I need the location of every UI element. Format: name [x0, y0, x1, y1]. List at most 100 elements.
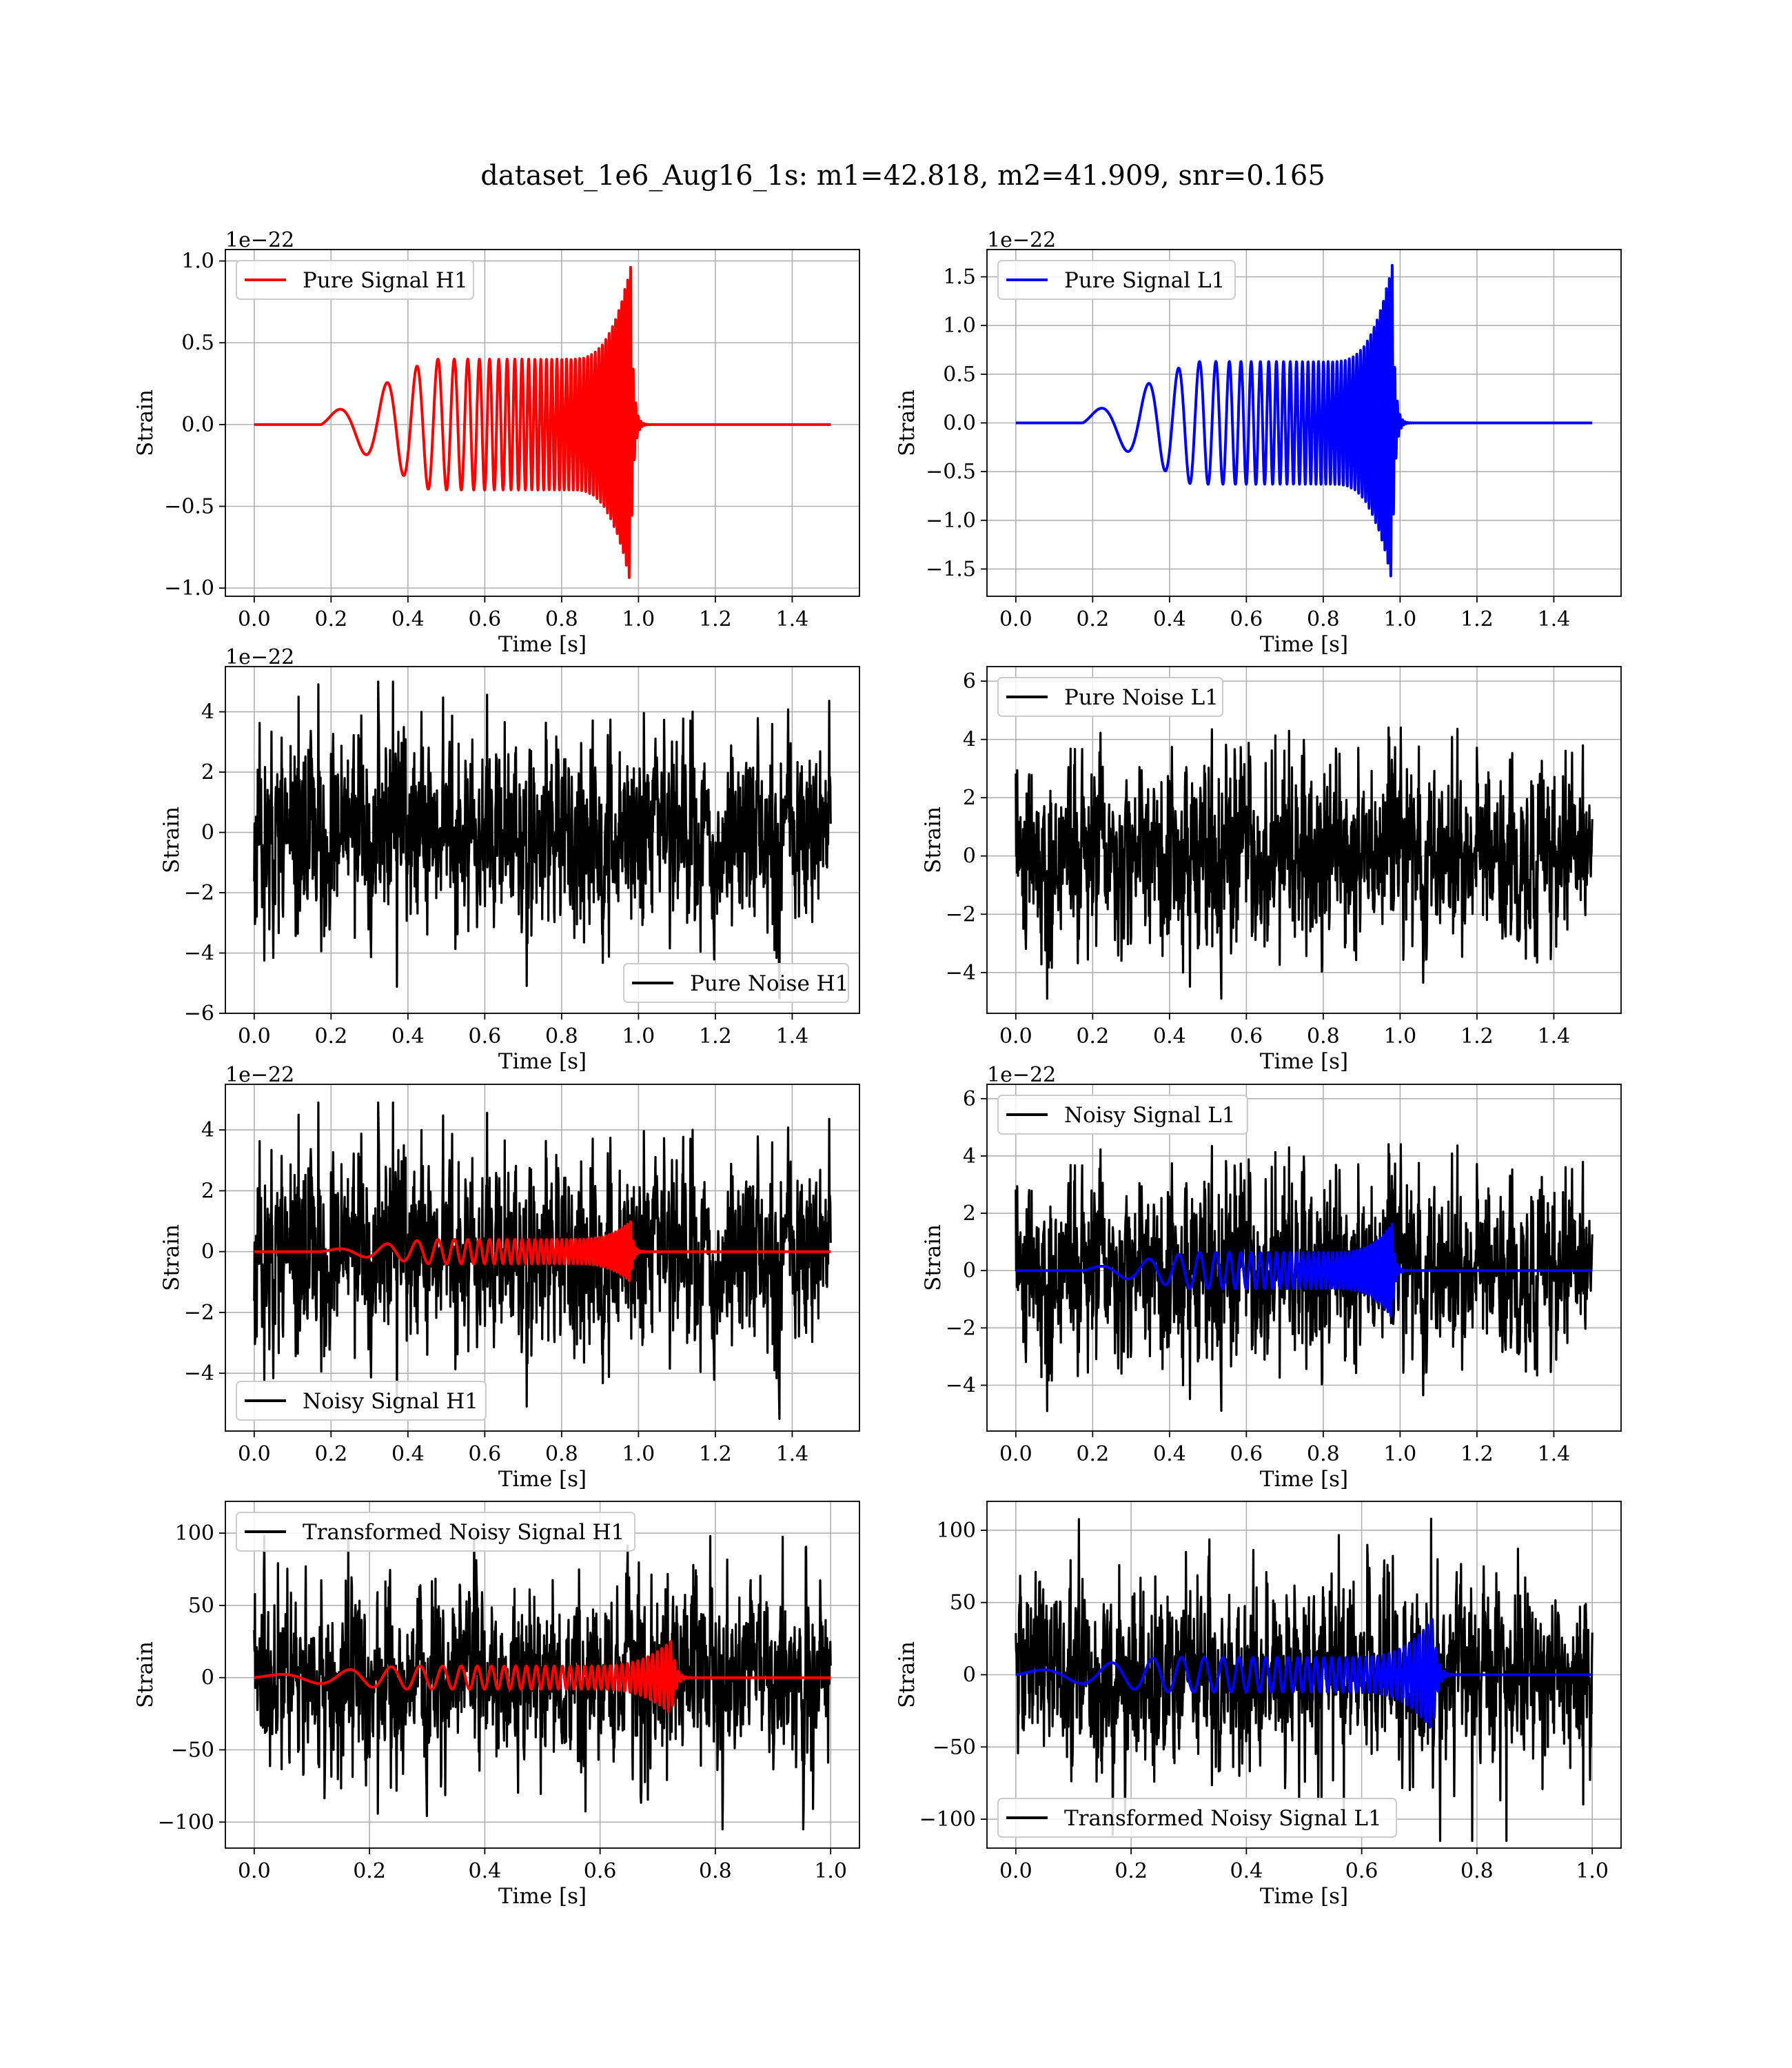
x-tick-label: 0.2	[1076, 1024, 1109, 1048]
x-tick-label: 0.6	[1345, 1859, 1378, 1883]
legend-label: Noisy Signal L1	[1064, 1103, 1236, 1128]
y-tick-label: −50	[171, 1738, 214, 1762]
y-tick-label: 0	[963, 1259, 976, 1283]
y-tick-label: 50	[950, 1591, 976, 1615]
y-tick-label: −0.5	[164, 495, 214, 519]
x-tick-label: 1.2	[1460, 1024, 1494, 1048]
y-tick-label: −100	[919, 1807, 976, 1832]
legend-frame	[997, 677, 1223, 717]
y-tick-label: 6	[963, 669, 976, 693]
y-tick-label: −1.5	[926, 557, 976, 581]
y-tick-label: −1.0	[926, 509, 976, 533]
y-tick-label: −0.5	[926, 460, 976, 484]
y-tick-label: 4	[201, 1118, 214, 1142]
x-tick-label: 1.4	[1538, 1442, 1571, 1466]
pure-noise-l1-series	[1015, 726, 1594, 1000]
transformed-noisy-signal-l1-xlabel: Time [s]	[1260, 1884, 1348, 1909]
noisy-signal-h1-ylabel: Strain	[159, 1224, 184, 1291]
transformed-noisy-signal-h1-series	[253, 1534, 832, 1831]
legend-frame	[623, 963, 849, 1003]
noisy-signal-l1-series	[1015, 1143, 1594, 1412]
pure-noise-h1-offset-text: 1e−22	[225, 645, 294, 669]
transformed-noisy-signal-l1-panel: 0.0 0.2 0.4 0.6 0.8 1.0 −100 −50 0 50 100 Time [s] S…	[895, 1501, 1622, 1909]
figure-title: dataset_1e6_Aug16_1s: m1=42.818, m2=41.9…	[480, 160, 1325, 192]
noisy-signal-l1-ylabel: Strain	[921, 1224, 946, 1291]
legend-label: Pure Noise H1	[690, 971, 848, 996]
x-tick-label: 1.0	[622, 1024, 655, 1048]
pure-signal-l1-panel: 0.0 0.2 0.4 0.6 0.8 1.0 1.2 1.4 −1.5 −1.0 −0.5 0.0 0…	[895, 228, 1622, 657]
x-tick-label: 0.4	[391, 607, 425, 631]
y-tick-label: 4	[963, 1144, 976, 1168]
legend-frame	[236, 1512, 635, 1552]
noisy-signal-h1-frame	[225, 1084, 860, 1432]
pure-noise-l1-line-noise	[1015, 726, 1594, 1000]
x-tick-label: 0.6	[1230, 607, 1263, 631]
pure-noise-h1-frame	[225, 666, 860, 1014]
pure-noise-l1-xlabel: Time [s]	[1260, 1049, 1348, 1074]
y-tick-label: −2	[946, 1316, 976, 1340]
y-tick-label: −2	[184, 1301, 214, 1325]
y-tick-label: 0.5	[181, 331, 214, 355]
x-tick-label: 0.8	[545, 607, 578, 631]
y-tick-label: 2	[963, 1202, 976, 1226]
x-tick-label: 0.8	[1307, 1442, 1340, 1466]
transformed-noisy-signal-h1-panel: 0.0 0.2 0.4 0.6 0.8 1.0 −100 −50 0 50 100 Time [s] S…	[133, 1501, 860, 1909]
x-tick-label: 0.2	[314, 607, 347, 631]
x-tick-label: 0.2	[1076, 607, 1109, 631]
x-tick-label: 0.0	[999, 607, 1032, 631]
noisy-signal-h1-offset-text: 1e−22	[225, 1063, 294, 1087]
pure-signal-l1-line-signal	[1015, 263, 1594, 578]
transformed-noisy-signal-h1-ylabel: Strain	[133, 1641, 158, 1708]
pure-signal-h1-ylabel: Strain	[133, 389, 158, 456]
x-tick-label: 1.0	[1384, 1442, 1417, 1466]
x-tick-label: 1.2	[699, 1024, 732, 1048]
y-tick-label: 4	[201, 700, 214, 724]
transformed-noisy-signal-l1-line-noise	[1015, 1517, 1594, 1843]
noisy-signal-h1-line-signal	[253, 1220, 832, 1282]
y-tick-label: 2	[201, 760, 214, 784]
x-tick-label: 1.2	[699, 607, 732, 631]
y-tick-label: 100	[937, 1519, 976, 1543]
noisy-signal-l1-offset-text: 1e−22	[987, 1063, 1056, 1087]
legend-label: Pure Noise L1	[1064, 685, 1219, 710]
y-tick-label: −4	[946, 961, 976, 985]
x-tick-label: 0.4	[391, 1024, 425, 1048]
pure-signal-h1-legend: Pure Signal H1	[236, 260, 474, 300]
y-tick-label: 100	[175, 1521, 214, 1545]
x-tick-label: 0.0	[238, 1859, 271, 1883]
y-tick-label: 0	[201, 821, 214, 845]
x-tick-label: 0.0	[999, 1859, 1032, 1883]
transformed-noisy-signal-l1-legend: Transformed Noisy Signal L1	[997, 1798, 1397, 1838]
x-tick-label: 1.0	[1384, 1024, 1417, 1048]
pure-signal-h1-line-signal	[253, 265, 832, 579]
y-tick-label: 0	[201, 1666, 214, 1690]
y-tick-label: −4	[184, 942, 214, 966]
x-tick-label: 0.0	[999, 1024, 1032, 1048]
legend-frame	[997, 260, 1236, 300]
noisy-signal-l1-frame	[986, 1084, 1622, 1432]
legend-frame	[997, 1798, 1397, 1838]
y-tick-label: −100	[158, 1810, 214, 1834]
x-tick-label: 0.8	[699, 1859, 732, 1883]
x-tick-label: 1.0	[1576, 1859, 1609, 1883]
transformed-noisy-signal-h1-frame	[225, 1501, 860, 1849]
y-tick-label: 4	[963, 728, 976, 752]
x-tick-label: 0.6	[584, 1859, 617, 1883]
x-tick-label: 0.8	[545, 1024, 578, 1048]
pure-noise-h1-legend: Pure Noise H1	[623, 963, 849, 1003]
y-tick-label: 0	[963, 844, 976, 869]
pure-noise-h1-series	[253, 680, 832, 1000]
transformed-noisy-signal-h1-line-noise	[253, 1534, 832, 1831]
legend-label: Noisy Signal H1	[303, 1389, 478, 1414]
y-tick-label: 0	[201, 1240, 214, 1264]
y-tick-label: 2	[963, 786, 976, 810]
noisy-signal-l1-legend: Noisy Signal L1	[997, 1095, 1248, 1135]
x-tick-label: 1.0	[622, 607, 655, 631]
noisy-signal-h1-legend: Noisy Signal H1	[236, 1381, 487, 1421]
x-tick-label: 0.4	[1153, 607, 1186, 631]
y-tick-label: 0.5	[943, 363, 976, 387]
x-tick-label: 0.0	[238, 1442, 271, 1466]
x-tick-label: 0.2	[353, 1859, 386, 1883]
x-tick-label: 0.0	[999, 1442, 1032, 1466]
y-tick-label: 1.0	[181, 250, 214, 274]
